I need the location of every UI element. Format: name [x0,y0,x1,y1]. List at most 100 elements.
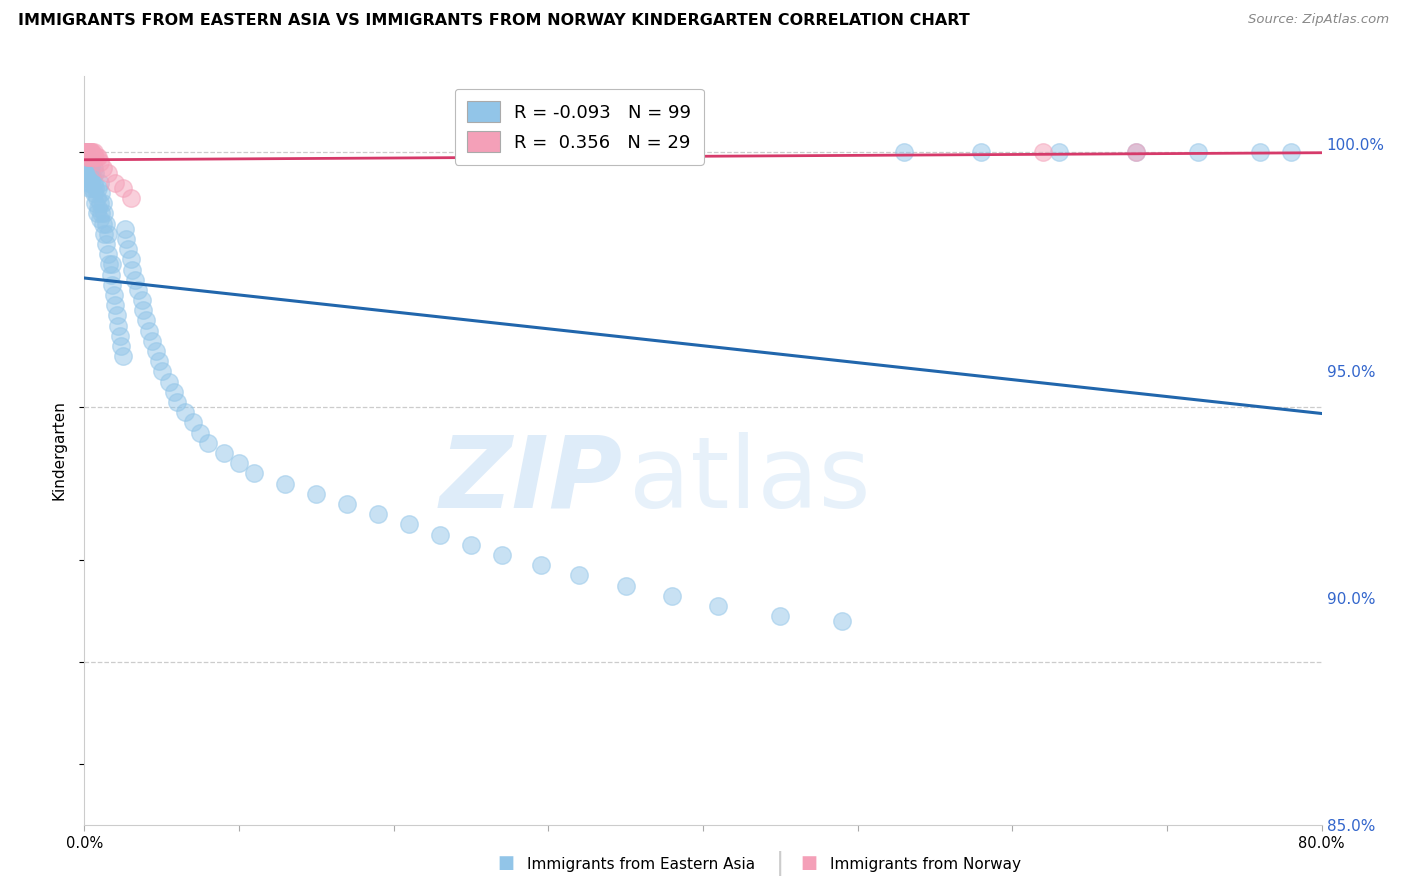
Point [83,161,105,175]
Point [101,257,124,271]
Point [104,176,127,190]
Point [84,181,107,195]
Point [120,191,142,205]
Point [86,191,108,205]
Point [132,303,155,318]
Point [135,313,157,327]
Point [107,318,129,333]
Y-axis label: Kindergarten: Kindergarten [51,401,66,500]
Point [104,298,127,312]
Point [79,176,101,190]
Point [112,349,135,363]
Point [148,354,170,368]
Point [94,217,117,231]
Point [166,395,188,409]
Point [1249,145,1271,160]
Point [91,217,114,231]
Point [124,273,146,287]
Point [769,609,792,624]
Point [212,446,235,460]
Point [82,170,104,185]
Point [491,548,513,562]
Point [82,181,104,195]
Point [87,150,110,164]
Point [75,161,97,175]
Point [79,145,101,160]
Point [77,166,100,180]
Point [1125,145,1147,160]
Point [96,247,118,261]
Point [96,227,118,241]
Point [568,568,591,582]
Point [77,145,100,160]
Point [174,405,197,419]
Point [76,155,98,169]
Point [115,232,138,246]
Point [77,145,100,160]
Point [90,206,112,220]
Point [127,283,149,297]
Text: |: | [776,851,785,876]
Point [101,277,124,292]
Point [82,155,104,169]
Text: Immigrants from Eastern Asia: Immigrants from Eastern Asia [527,857,755,872]
Point [367,507,389,521]
Point [79,161,101,175]
Point [75,145,97,160]
Point [76,150,98,164]
Text: atlas: atlas [628,432,870,529]
Point [305,487,328,501]
Point [89,211,111,226]
Point [90,186,112,200]
Point [79,150,101,164]
Point [79,166,101,180]
Point [150,364,173,378]
Point [336,497,359,511]
Point [460,538,482,552]
Point [529,558,551,573]
Point [83,145,105,160]
Point [163,384,186,399]
Text: ■: ■ [498,855,515,872]
Point [100,268,122,282]
Point [614,578,637,592]
Point [429,527,451,541]
Point [94,237,117,252]
Point [181,416,204,430]
Point [76,145,98,160]
Point [108,328,131,343]
Point [76,145,98,160]
Point [970,145,993,160]
Point [89,155,111,169]
Point [661,589,683,603]
Point [1032,145,1054,160]
Point [117,242,139,256]
Point [98,257,121,271]
Point [707,599,730,613]
Text: IMMIGRANTS FROM EASTERN ASIA VS IMMIGRANTS FROM NORWAY KINDERGARTEN CORRELATION : IMMIGRANTS FROM EASTERN ASIA VS IMMIGRAN… [18,13,970,29]
Point [75,145,97,160]
Point [83,176,105,190]
Point [87,181,110,195]
Point [82,145,104,160]
Point [76,145,98,160]
Point [86,150,108,164]
Point [77,161,100,175]
Point [86,206,108,220]
Point [93,227,115,241]
Point [75,150,97,164]
Text: ZIP: ZIP [440,432,623,529]
Point [89,176,111,190]
Point [138,324,160,338]
Point [145,344,167,359]
Point [84,166,107,180]
Legend: R = -0.093   N = 99, R =  0.356   N = 29: R = -0.093 N = 99, R = 0.356 N = 29 [454,88,704,165]
Point [243,467,266,481]
Text: Immigrants from Norway: Immigrants from Norway [830,857,1021,872]
Point [1187,145,1209,160]
Point [131,293,153,307]
Point [893,145,915,160]
Point [1047,145,1070,160]
Point [159,375,180,389]
Point [76,170,98,185]
